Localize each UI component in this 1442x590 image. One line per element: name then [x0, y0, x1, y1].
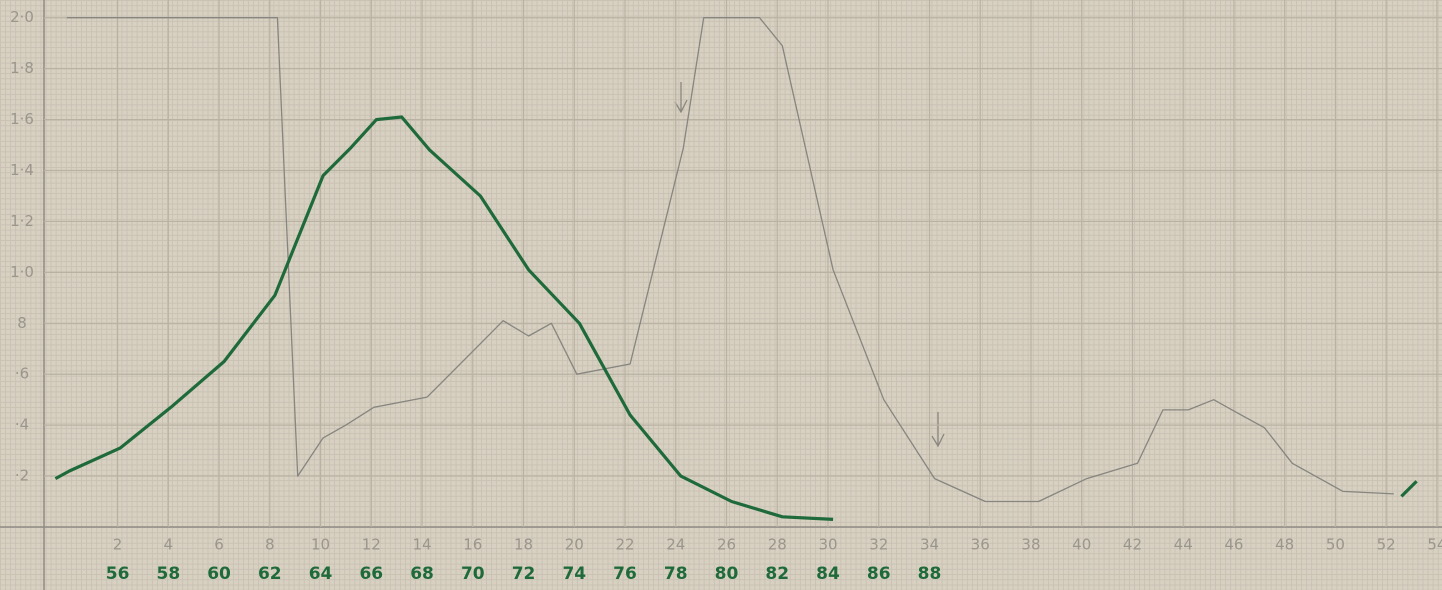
- y-tick-label: 8: [17, 314, 27, 332]
- x2-tick-label: 78: [664, 564, 688, 584]
- x-tick-label: 50: [1326, 536, 1345, 554]
- graph-paper: 2·01·81·61·41·21·08·6·4·2246810121416182…: [0, 0, 1442, 590]
- y-tick-label: ·2: [15, 467, 29, 485]
- x2-tick-label: 66: [359, 564, 383, 584]
- x2-tick-label: 64: [309, 564, 333, 584]
- x2-tick-label: 70: [461, 564, 485, 584]
- x-tick-label: 20: [565, 536, 584, 554]
- x-tick-label: 34: [920, 536, 939, 554]
- x-tick-label: 52: [1377, 536, 1396, 554]
- x2-tick-label: 82: [765, 564, 789, 584]
- y-tick-label: 1·8: [10, 59, 34, 77]
- x-tick-label: 48: [1275, 536, 1294, 554]
- x-tick-label: 42: [1123, 536, 1142, 554]
- x2-tick-label: 58: [156, 564, 180, 584]
- x2-tick-label: 62: [258, 564, 282, 584]
- x2-tick-label: 74: [562, 564, 586, 584]
- x2-tick-label: 88: [918, 564, 942, 584]
- x-tick-label: 46: [1224, 536, 1243, 554]
- x2-tick-label: 68: [410, 564, 434, 584]
- x-tick-label: 16: [463, 536, 482, 554]
- x2-tick-label: 56: [106, 564, 130, 584]
- y-tick-label: 1·2: [10, 212, 34, 230]
- x2-tick-label: 72: [512, 564, 536, 584]
- x-tick-label: 38: [1021, 536, 1040, 554]
- data-line: [55, 117, 1416, 519]
- y-tick-label: 1·0: [10, 263, 34, 281]
- x-tick-label: 22: [615, 536, 634, 554]
- x-tick-label: 30: [818, 536, 837, 554]
- x-tick-label: 2: [113, 536, 123, 554]
- arrow: [675, 82, 687, 112]
- x-tick-label: 14: [412, 536, 431, 554]
- x-tick-label: 6: [214, 536, 224, 554]
- x2-tick-label: 86: [867, 564, 891, 584]
- arrow: [932, 412, 944, 446]
- x-tick-label: 4: [164, 536, 174, 554]
- y-tick-label: 1·6: [10, 110, 34, 128]
- x2-tick-label: 80: [715, 564, 739, 584]
- x-tick-label: 40: [1072, 536, 1091, 554]
- y-tick-label: ·6: [15, 365, 29, 383]
- y-tick-label: 1·4: [10, 161, 34, 179]
- x2-tick-label: 60: [207, 564, 231, 584]
- x-tick-label: 32: [869, 536, 888, 554]
- y-tick-label: 2·0: [10, 8, 34, 26]
- x2-tick-label: 84: [816, 564, 840, 584]
- x-tick-label: 44: [1174, 536, 1193, 554]
- y-tick-label: ·4: [15, 416, 29, 434]
- x-tick-label: 54: [1427, 536, 1442, 554]
- x-tick-label: 10: [311, 536, 330, 554]
- x-tick-label: 18: [514, 536, 533, 554]
- x-tick-label: 12: [362, 536, 381, 554]
- chart: 2·01·81·61·41·21·08·6·4·2246810121416182…: [0, 0, 1442, 590]
- x-tick-label: 28: [768, 536, 787, 554]
- x-tick-label: 26: [717, 536, 736, 554]
- x2-tick-label: 76: [613, 564, 637, 584]
- x-tick-label: 36: [971, 536, 990, 554]
- x-tick-label: 8: [265, 536, 275, 554]
- x-tick-label: 24: [666, 536, 685, 554]
- data-line: [67, 18, 1394, 502]
